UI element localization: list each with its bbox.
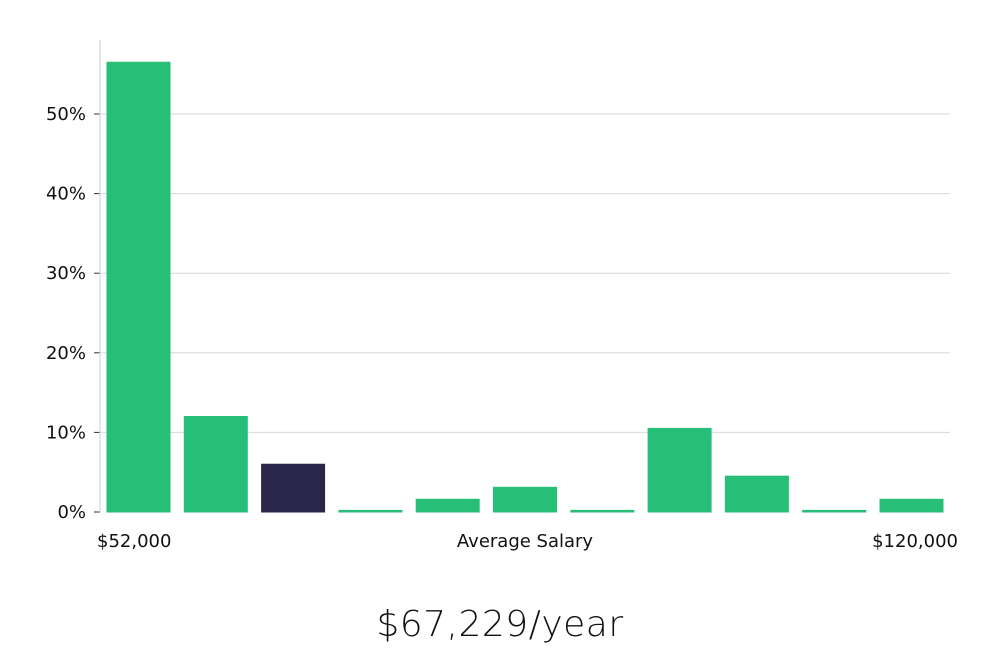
salary-chart: 0% 10% 20% 30% 40% 50% $52,000 Average Salary… <box>46 40 958 552</box>
x-min-label: $52,000 <box>97 531 171 552</box>
bar <box>415 498 480 513</box>
x-max-label: $120,000 <box>872 531 958 552</box>
bar <box>724 475 789 513</box>
average-salary-value: $67,229/year <box>376 604 624 645</box>
y-tick-label: 20% <box>46 343 86 364</box>
bar <box>647 427 712 513</box>
bar-chart: 0% 10% 20% 30% 40% 50% $52,000 Average Salary… <box>46 40 958 552</box>
y-tick-label: 30% <box>46 263 86 284</box>
grid-lines <box>100 113 950 433</box>
bar <box>183 415 248 513</box>
y-tick-label: 50% <box>46 104 86 125</box>
y-tick-label: 40% <box>46 184 86 205</box>
x-axis-label: Average Salary <box>457 531 594 552</box>
y-tick-label: 0% <box>57 502 86 523</box>
bar <box>493 486 557 513</box>
bar <box>570 509 635 513</box>
bar-highlighted <box>261 463 326 513</box>
y-tick-label: 10% <box>46 422 86 443</box>
bar <box>338 509 403 513</box>
bars <box>106 61 944 513</box>
bar <box>802 509 867 513</box>
bar <box>106 61 171 513</box>
bar <box>879 498 944 513</box>
y-axis-ticks: 0% 10% 20% 30% 40% 50% <box>46 104 100 523</box>
